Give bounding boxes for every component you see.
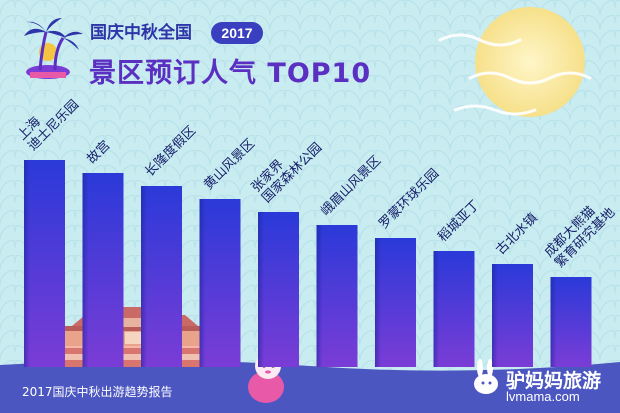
bar bbox=[550, 277, 592, 367]
brand-logo-icon bbox=[474, 359, 498, 394]
bar bbox=[375, 238, 416, 367]
bar bbox=[24, 160, 65, 367]
year-badge: 2017 bbox=[211, 22, 263, 44]
bar-shade bbox=[199, 199, 206, 367]
bar bbox=[141, 186, 182, 367]
bar bbox=[433, 251, 475, 367]
bar-shade bbox=[141, 186, 147, 367]
palm-tree-icon bbox=[24, 18, 83, 79]
report-title: 2017国庆中秋出游趋势报告 bbox=[22, 385, 173, 399]
bar-shade bbox=[316, 225, 323, 367]
brand-name: 驴妈妈旅游 bbox=[506, 370, 602, 392]
bar-shade bbox=[258, 212, 264, 367]
bar-shade bbox=[492, 264, 498, 367]
bar-shade bbox=[375, 238, 381, 367]
bar-shade bbox=[550, 277, 557, 367]
bar bbox=[316, 225, 358, 367]
bar bbox=[82, 173, 124, 367]
footer-band bbox=[0, 360, 620, 413]
title-line1: 国庆中秋全国 bbox=[90, 23, 192, 43]
bar-series bbox=[24, 160, 592, 367]
moon-icon bbox=[438, 7, 592, 117]
bar-shade bbox=[24, 160, 30, 367]
brand-url: lvmama.com bbox=[506, 389, 580, 404]
bar-shade bbox=[82, 173, 89, 367]
page-title: 景区预订人气 TOP10 bbox=[89, 58, 372, 89]
bar bbox=[258, 212, 299, 367]
bar bbox=[492, 264, 533, 367]
bar-shade bbox=[433, 251, 440, 367]
bar bbox=[199, 199, 241, 367]
